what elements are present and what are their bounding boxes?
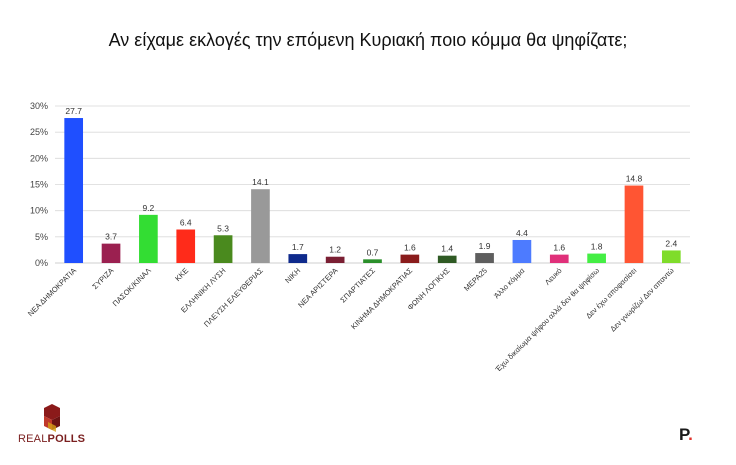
- data-label: 1.4: [441, 244, 453, 254]
- y-tick-label: 25%: [30, 127, 48, 137]
- data-label: 1.6: [553, 243, 565, 253]
- bar: [288, 254, 308, 263]
- x-tick-label: ΝΙΚΗ: [283, 266, 302, 285]
- x-tick-label: Δεν γνωρίζω/ Δεν απαντώ: [608, 266, 675, 333]
- x-tick-label: ΝΕΑ ΑΡΙΣΤΕΡΑ: [296, 266, 339, 309]
- realpolls-logo-icon: [44, 404, 60, 432]
- bar: [437, 255, 457, 263]
- x-tick-label: ΝΕΑ ΔΗΜΟΚΡΑΤΙΑ: [26, 266, 78, 318]
- bar: [587, 253, 606, 263]
- logo-real-text: REAL: [18, 433, 48, 445]
- y-tick-label: 15%: [30, 180, 48, 190]
- y-tick-label: 30%: [30, 101, 48, 111]
- bar: [251, 189, 270, 263]
- bar: [512, 239, 532, 263]
- x-tick-label: ΚΚΕ: [173, 266, 190, 283]
- bar: [101, 243, 121, 263]
- bar: [400, 254, 420, 263]
- y-tick-label: 20%: [30, 153, 48, 163]
- x-tick-label: Λευκό: [543, 266, 564, 287]
- bar: [661, 250, 681, 263]
- publisher-logo-dot: .: [688, 425, 693, 444]
- data-label: 1.8: [591, 242, 603, 252]
- x-tick-label: Άλλο κόμμα: [492, 266, 527, 301]
- data-label: 5.3: [217, 223, 229, 233]
- bar: [363, 259, 382, 263]
- x-tick-label: ΜΕΡΑ25: [462, 266, 489, 293]
- data-label: 3.7: [105, 232, 117, 242]
- data-label: 1.6: [404, 243, 416, 253]
- x-tick-label: ΠΑΣΟΚ/ΚΙΝΑΛ: [111, 266, 153, 308]
- bar: [325, 256, 345, 263]
- y-tick-label: 5%: [35, 232, 48, 242]
- bar: [213, 235, 233, 263]
- data-label: 1.9: [479, 241, 491, 251]
- logo-polls-text: POLLS: [47, 433, 86, 445]
- realpolls-logo: REALPOLLS: [18, 433, 85, 445]
- y-tick-label: 0%: [35, 258, 48, 268]
- data-label: 27.7: [65, 106, 82, 116]
- bar: [176, 229, 196, 263]
- data-label: 6.4: [180, 218, 192, 228]
- publisher-logo-letter: P: [679, 425, 689, 444]
- data-label: 2.4: [665, 238, 677, 248]
- data-label: 1.7: [292, 242, 304, 252]
- bar: [475, 253, 494, 263]
- data-label: 9.2: [142, 203, 154, 213]
- publisher-logo: P.: [679, 425, 693, 445]
- x-tick-label: ΣΥΡΙΖΑ: [90, 266, 115, 291]
- x-tick-label: ΣΠΑΡΤΙΑΤΕΣ: [338, 266, 377, 305]
- data-label: 0.7: [367, 247, 379, 257]
- y-tick-label: 10%: [30, 206, 48, 216]
- data-label: 1.2: [329, 245, 341, 255]
- bar: [624, 185, 644, 263]
- x-tick-label: ΚΙΝΗΜΑ ΔΗΜΟΚΡΑΤΙΑΣ: [349, 266, 414, 331]
- data-label: 14.1: [252, 177, 269, 187]
- data-label: 14.8: [626, 174, 643, 184]
- bar: [139, 214, 158, 263]
- data-label: 4.4: [516, 228, 528, 238]
- bar: [64, 118, 84, 263]
- chart-title: Αν είχαμε εκλογές την επόμενη Κυριακή πο…: [108, 30, 628, 50]
- bar: [549, 254, 569, 263]
